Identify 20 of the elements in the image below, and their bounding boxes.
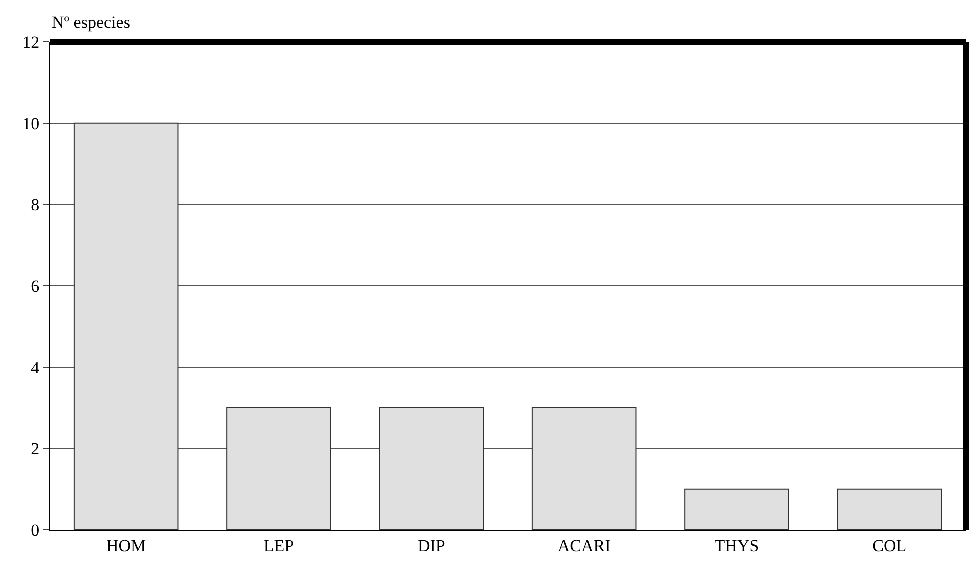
bar (532, 408, 637, 530)
y-tick-label: 10 (22, 114, 40, 134)
bar (837, 488, 942, 530)
x-tick-label: THYS (714, 536, 760, 556)
bar (226, 408, 332, 530)
bar (684, 488, 790, 530)
y-axis-title: Nº especies (52, 13, 130, 32)
y-tick-label: 0 (31, 520, 40, 540)
y-tick-label: 6 (31, 276, 40, 296)
x-tick-label: ACARI (558, 536, 612, 556)
y-tick-label: 12 (22, 32, 40, 52)
bar (74, 122, 179, 530)
x-tick-label: HOM (106, 536, 146, 556)
y-tick-label: 8 (31, 196, 40, 215)
y-tick-label: 2 (31, 440, 40, 459)
bar (379, 408, 484, 530)
y-tick-label: 4 (31, 358, 40, 378)
x-tick-label: COL (872, 536, 907, 556)
x-tick-label: DIP (418, 536, 446, 556)
x-tick-label: LEP (264, 536, 294, 556)
